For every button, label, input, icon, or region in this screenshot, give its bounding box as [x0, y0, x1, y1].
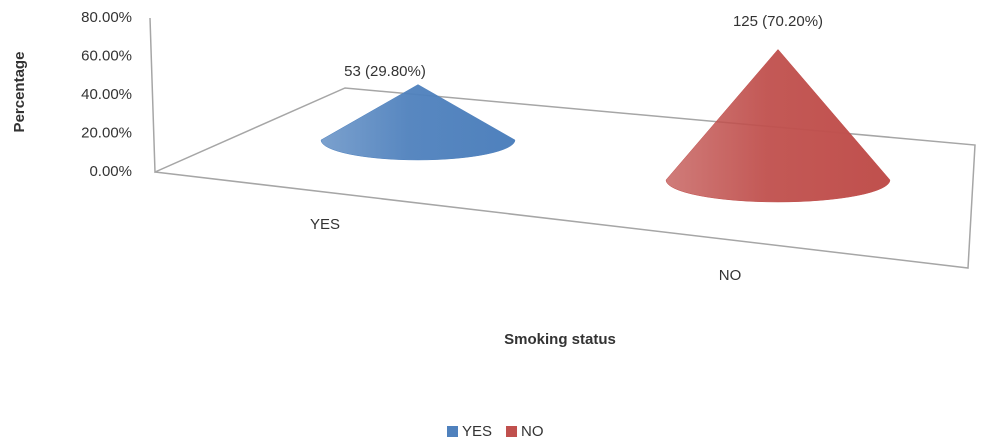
legend-label: YES — [462, 423, 492, 440]
y-tick-label: 40.00% — [81, 86, 132, 103]
y-tick-label: 80.00% — [81, 9, 132, 26]
legend-label: NO — [521, 423, 544, 440]
x-tick-label: NO — [719, 267, 742, 284]
y-tick-label: 20.00% — [81, 124, 132, 141]
x-tick-label: YES — [310, 216, 340, 233]
y-tick-label: 60.00% — [81, 47, 132, 64]
x-axis-title: Smoking status — [504, 331, 616, 348]
floor — [149, 17, 976, 269]
data-label: 125 (70.20%) — [733, 13, 823, 30]
legend-swatch — [506, 426, 518, 437]
y-axis-title: Percentage — [11, 52, 28, 133]
data-label: 53 (29.80%) — [344, 63, 426, 80]
cone — [665, 49, 891, 203]
legend-swatch — [447, 426, 458, 437]
cone — [320, 84, 516, 161]
y-tick-label: 0.00% — [89, 163, 132, 180]
